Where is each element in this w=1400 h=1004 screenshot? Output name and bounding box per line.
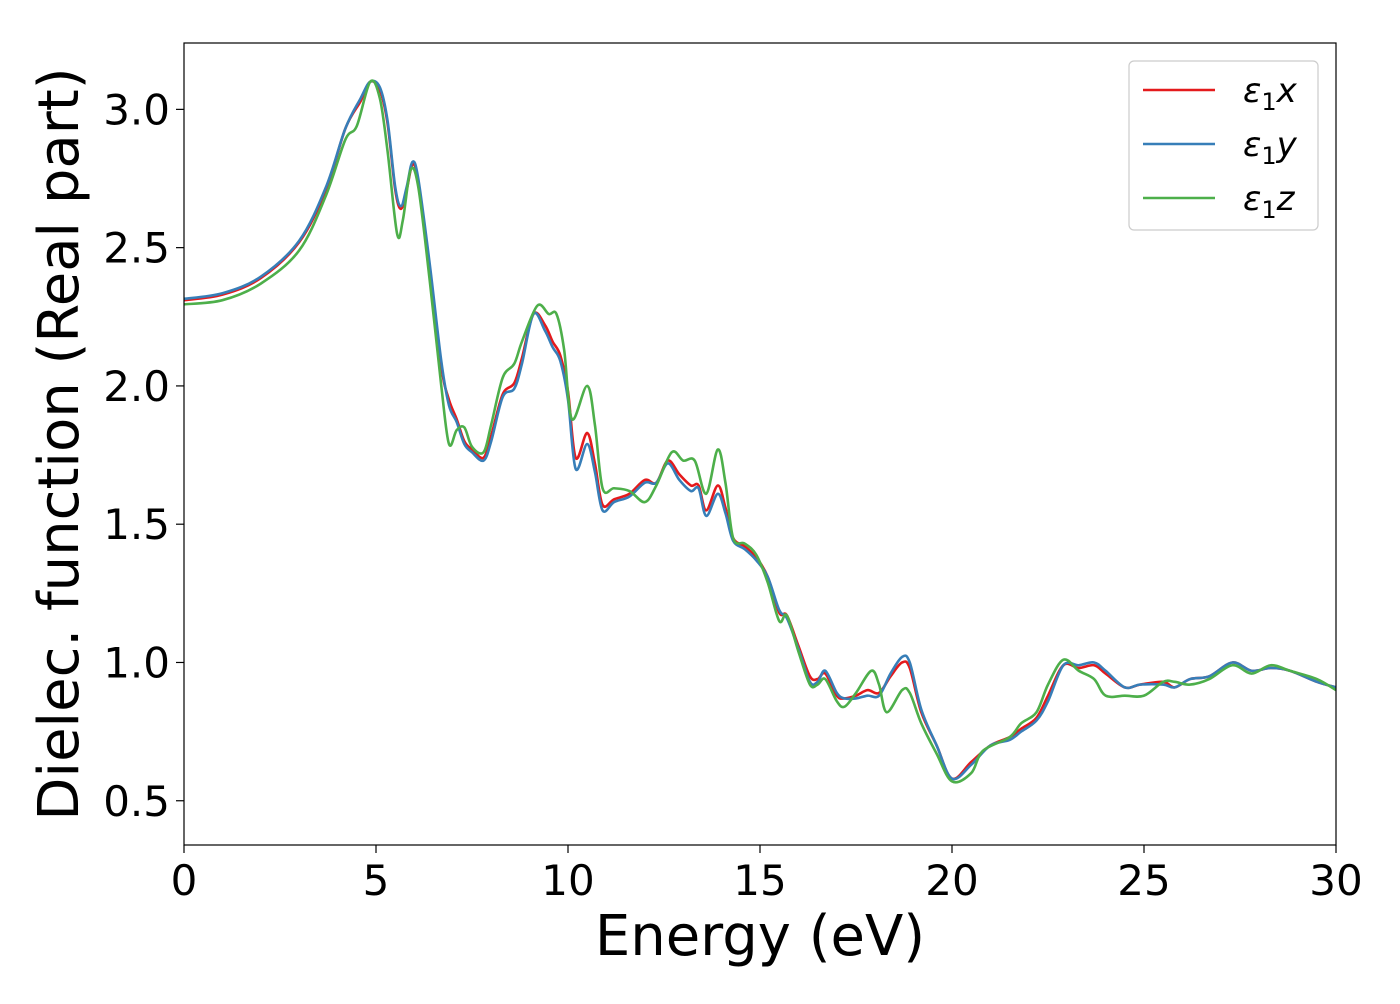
y-axis-label: Dielec. function (Real part) bbox=[27, 67, 92, 820]
x-tick-label: 5 bbox=[363, 856, 390, 905]
series-line-z bbox=[184, 79, 1336, 784]
x-tick-label: 15 bbox=[733, 856, 786, 905]
y-tick-label: 2.0 bbox=[103, 362, 170, 411]
x-tick-label: 30 bbox=[1309, 856, 1362, 905]
x-axis-label: Energy (eV) bbox=[595, 904, 925, 969]
legend-box bbox=[1128, 60, 1319, 231]
y-tick-label: 1.0 bbox=[103, 638, 170, 687]
x-tick-label: 25 bbox=[1117, 856, 1170, 905]
legend: ε1x ε1y ε1z bbox=[1128, 60, 1319, 231]
x-axis: 0 5 10 15 20 25 30 bbox=[171, 845, 1363, 905]
x-tick-label: 0 bbox=[171, 856, 198, 905]
y-axis: 0.5 1.0 1.5 2.0 2.5 3.0 bbox=[103, 85, 184, 826]
series-line-y bbox=[184, 79, 1336, 781]
x-tick-label: 20 bbox=[925, 856, 978, 905]
x-tick-label: 10 bbox=[541, 856, 594, 905]
y-tick-label: 1.5 bbox=[103, 500, 170, 549]
y-tick-label: 2.5 bbox=[103, 224, 170, 273]
legend-label-y: ε1y bbox=[1243, 125, 1298, 170]
series-layer bbox=[184, 79, 1336, 784]
legend-label-z: ε1z bbox=[1243, 179, 1296, 224]
y-tick-label: 3.0 bbox=[103, 85, 170, 134]
legend-label-x: ε1x bbox=[1243, 71, 1298, 116]
y-tick-label: 0.5 bbox=[103, 777, 170, 826]
